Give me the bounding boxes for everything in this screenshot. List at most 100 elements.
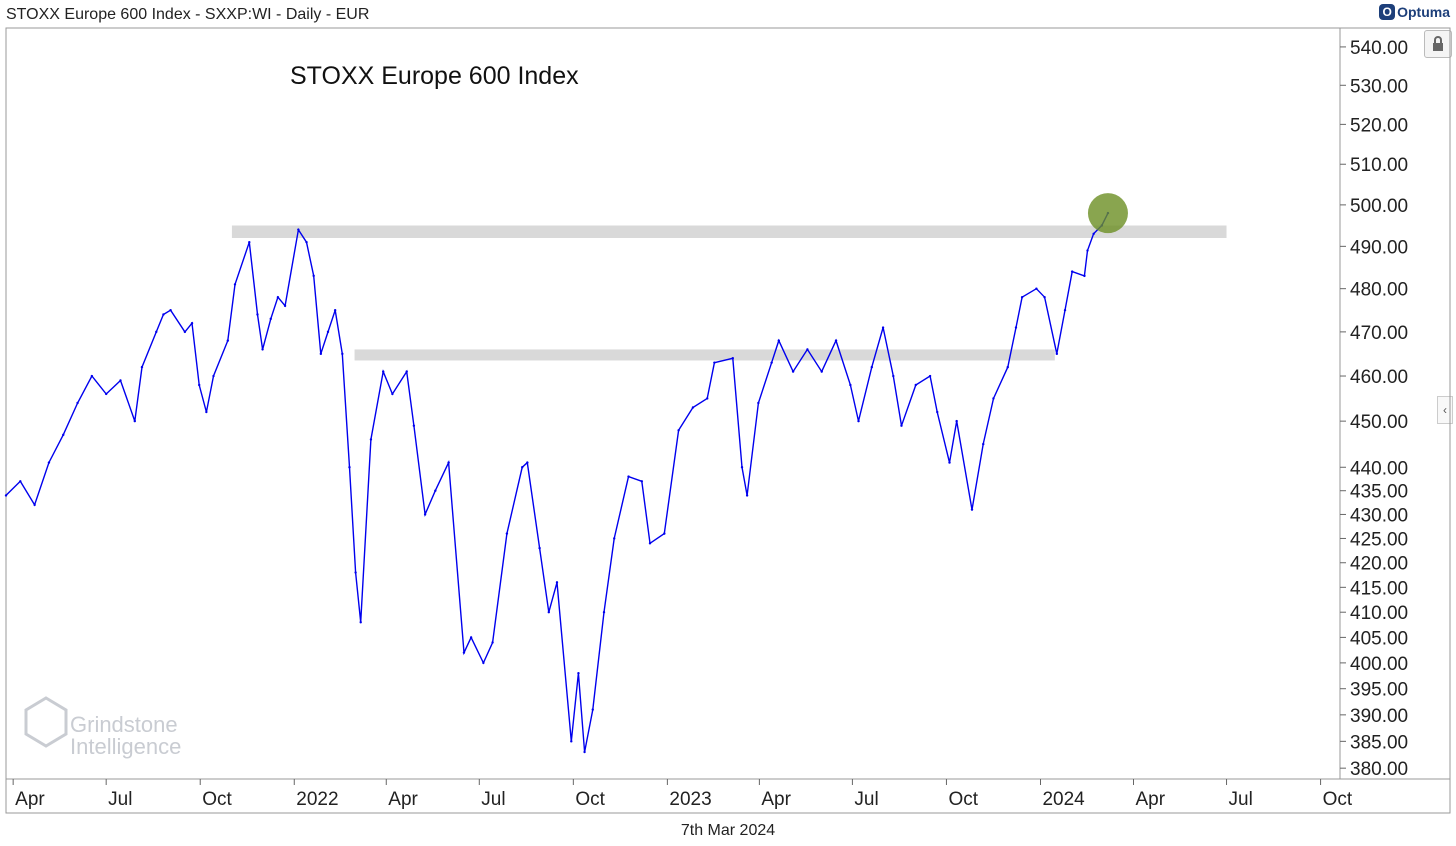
price-point bbox=[591, 708, 594, 711]
y-tick-label: 420.00 bbox=[1350, 554, 1408, 575]
price-point bbox=[359, 621, 362, 624]
price-point bbox=[713, 361, 716, 364]
chart-header-title: STOXX Europe 600 Index - SXXP:WI - Daily… bbox=[6, 6, 370, 23]
chart-title: STOXX Europe 600 Index bbox=[290, 62, 579, 90]
price-point bbox=[570, 740, 573, 743]
price-point bbox=[777, 339, 780, 342]
price-point bbox=[538, 546, 541, 550]
resistance-band bbox=[231, 225, 1227, 238]
resistance-band bbox=[354, 349, 1055, 361]
y-tick-label: 450.00 bbox=[1350, 412, 1408, 433]
price-point bbox=[648, 542, 652, 545]
price-point bbox=[469, 636, 473, 639]
price-point bbox=[319, 352, 323, 356]
price-point bbox=[955, 419, 958, 423]
price-point bbox=[276, 296, 280, 299]
price-point bbox=[447, 461, 450, 464]
footer-date: 7th Mar 2024 bbox=[680, 822, 776, 839]
price-point bbox=[914, 383, 917, 387]
price-point bbox=[505, 532, 509, 535]
price-point bbox=[183, 330, 187, 334]
price-point bbox=[405, 370, 408, 373]
y-tick-label: 430.00 bbox=[1350, 505, 1408, 526]
y-tick-label: 540.00 bbox=[1350, 38, 1408, 59]
lock-button[interactable] bbox=[1424, 30, 1452, 58]
y-tick-label: 440.00 bbox=[1350, 458, 1408, 479]
y-tick-label: 460.00 bbox=[1350, 367, 1408, 388]
price-point bbox=[104, 392, 108, 396]
price-point bbox=[791, 370, 795, 373]
price-point bbox=[881, 326, 885, 329]
price-point bbox=[613, 537, 616, 540]
price-point bbox=[341, 352, 344, 356]
price-point bbox=[627, 475, 630, 478]
price-point bbox=[283, 304, 287, 308]
price-point bbox=[305, 240, 308, 244]
x-tick-label: Jul bbox=[481, 789, 505, 810]
x-tick-label: Apr bbox=[761, 789, 791, 810]
price-point bbox=[226, 339, 230, 342]
y-tick-label: 470.00 bbox=[1350, 323, 1408, 344]
price-point bbox=[369, 438, 373, 441]
optuma-icon: O bbox=[1379, 4, 1396, 20]
price-point bbox=[354, 571, 357, 574]
price-point bbox=[297, 228, 300, 231]
price-point bbox=[757, 401, 760, 405]
y-tick-label: 395.00 bbox=[1350, 680, 1408, 701]
price-point bbox=[1083, 274, 1086, 278]
price-point bbox=[256, 313, 259, 316]
price-point bbox=[706, 397, 709, 400]
price-point bbox=[948, 461, 951, 464]
price-point bbox=[233, 283, 237, 286]
y-tick-label: 385.00 bbox=[1350, 732, 1408, 753]
price-point bbox=[1055, 352, 1059, 356]
y-tick-label: 415.00 bbox=[1350, 578, 1408, 599]
price-point bbox=[1043, 296, 1046, 299]
price-point bbox=[982, 442, 985, 446]
price-point bbox=[4, 494, 8, 497]
price-point bbox=[90, 374, 94, 378]
price-point bbox=[133, 419, 136, 423]
x-tick-label: 2023 bbox=[669, 789, 711, 810]
price-point bbox=[1086, 249, 1089, 252]
price-point bbox=[412, 424, 416, 427]
price-point bbox=[583, 750, 586, 754]
x-tick-label: 2022 bbox=[296, 789, 338, 810]
price-point bbox=[1014, 326, 1018, 329]
price-point bbox=[212, 374, 215, 378]
price-point bbox=[205, 410, 208, 414]
price-point bbox=[162, 313, 165, 316]
price-point bbox=[892, 374, 895, 378]
price-point bbox=[834, 339, 838, 342]
y-tick-label: 530.00 bbox=[1350, 76, 1408, 97]
collapse-panel-button[interactable]: ‹ bbox=[1437, 396, 1453, 424]
price-point bbox=[555, 581, 559, 584]
highlight-marker bbox=[1087, 193, 1128, 234]
price-point bbox=[391, 392, 394, 396]
price-point bbox=[820, 370, 823, 373]
x-tick-label: Oct bbox=[575, 789, 605, 810]
price-point bbox=[577, 671, 580, 675]
price-point bbox=[526, 461, 529, 464]
price-point bbox=[677, 429, 680, 432]
price-point bbox=[1070, 270, 1074, 273]
lock-icon bbox=[1433, 36, 1443, 51]
y-tick-label: 410.00 bbox=[1350, 603, 1408, 624]
price-point bbox=[640, 480, 644, 483]
price-point bbox=[348, 466, 351, 469]
price-point bbox=[62, 433, 65, 437]
price-point bbox=[269, 317, 272, 321]
price-point bbox=[1020, 296, 1024, 299]
grindstone-watermark: Grindstone Intelligence bbox=[24, 696, 181, 759]
price-point bbox=[326, 330, 330, 334]
price-point bbox=[1063, 308, 1067, 312]
price-point bbox=[1006, 365, 1009, 369]
watermark-line1: Grindstone bbox=[70, 712, 178, 737]
price-point bbox=[857, 419, 860, 423]
price-point bbox=[47, 461, 51, 464]
plot-frame bbox=[5, 27, 1451, 814]
x-tick-label: Oct bbox=[1323, 789, 1353, 810]
price-point bbox=[248, 240, 251, 244]
watermark-line2: Intelligence bbox=[70, 734, 181, 759]
